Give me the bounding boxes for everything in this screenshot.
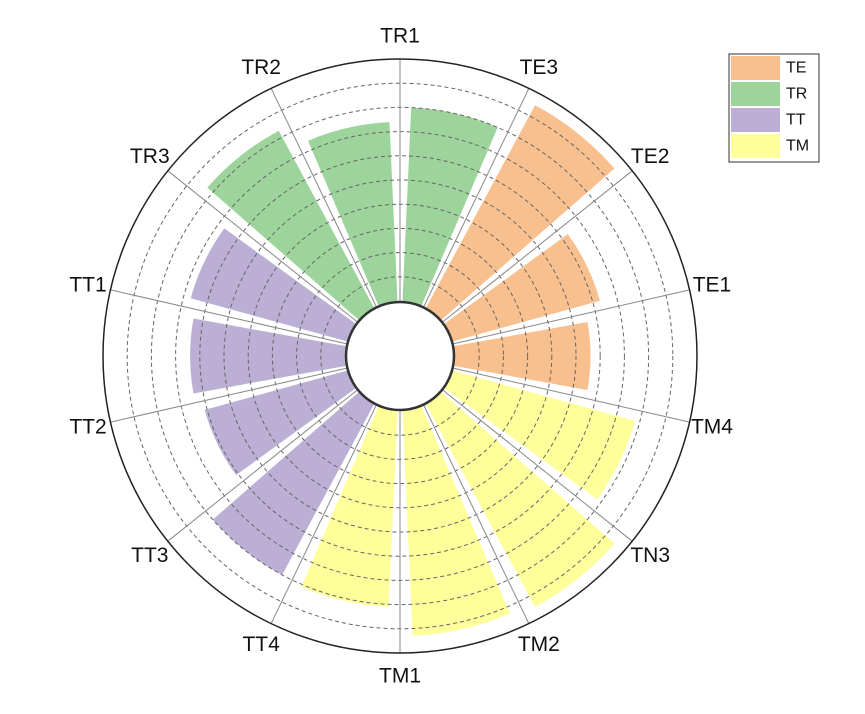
grid-spoke [167,389,358,542]
legend-label: TM [786,138,809,155]
bar-tt1 [190,228,356,342]
bar-tt2 [190,318,346,394]
category-label: TE2 [631,145,670,168]
legend-swatch-tt [731,108,780,132]
bar-tr2 [308,122,398,306]
grid-spoke [442,389,633,542]
category-label: TM4 [691,416,733,439]
grid-spoke [110,289,347,345]
bar-te1 [454,322,591,390]
center-hole [347,303,453,409]
legend-swatch-te [731,56,780,80]
grid-spoke [423,88,530,307]
bar-tm1 [301,406,398,607]
grid-spoke [453,367,690,423]
category-label: TN3 [630,544,670,567]
category-label: TM2 [518,633,560,656]
grid-ring [271,227,529,485]
category-label: TR3 [130,145,170,168]
grid-spoke [453,289,690,345]
bar-te2 [444,234,600,342]
category-label: TT2 [69,416,106,439]
grid-spoke [110,367,347,423]
legend: TE TR TT TM [728,53,820,163]
category-label: TT1 [69,273,106,296]
inner-ring [344,300,456,412]
legend-swatch-tr [731,82,780,106]
legend-label: TE [786,60,806,77]
legend-label: TR [786,86,807,103]
grid-spoke [270,88,377,307]
grid-spoke [270,405,377,624]
bar-tm4 [444,370,635,500]
bar-te3 [426,105,615,320]
bar-tt4 [212,392,374,575]
bar-tr3 [207,130,374,320]
bar-tn3 [426,392,615,607]
legend-swatch-tm [731,134,780,158]
category-label: TE3 [520,56,559,79]
grid-ring [199,155,601,557]
grid-spoke [442,170,633,323]
category-label: TR2 [241,56,281,79]
grid-spoke [167,170,358,323]
category-label: TT3 [131,544,168,567]
category-label: TT4 [242,633,280,656]
grid-spoke [423,405,530,624]
category-label: TM1 [379,665,421,688]
legend-label: TT [786,112,806,129]
category-label: TE1 [693,273,732,296]
category-labels: TR1 TE3 TE2 TE1 TM4 TN3 TM2 TM1 TT4 TT3 TT2 TT1 TR3 T… [69,25,733,688]
grid-layer [102,58,698,654]
category-label: TR1 [380,25,420,48]
bars-layer [190,105,635,636]
bar-tt3 [204,370,356,476]
outer-ring [102,58,698,654]
